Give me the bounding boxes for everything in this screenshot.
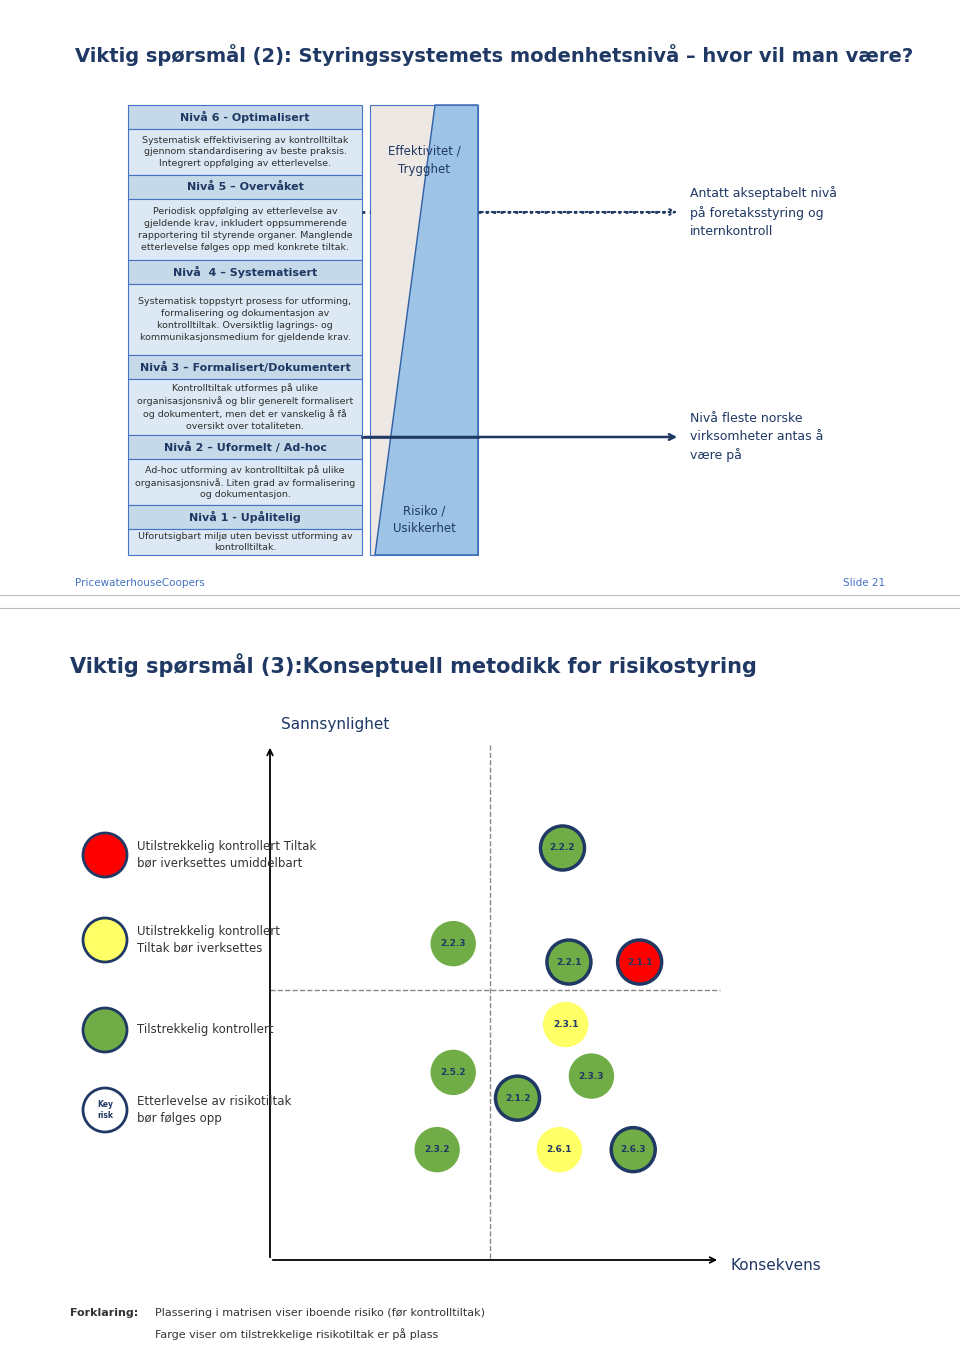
Circle shape — [540, 826, 585, 869]
Circle shape — [569, 1054, 613, 1098]
Text: Konsekvens: Konsekvens — [730, 1258, 821, 1273]
Bar — [128, 355, 362, 379]
Text: Uforutsigbart miljø uten bevisst utforming av
kontrolltiltak.: Uforutsigbart miljø uten bevisst utformi… — [137, 532, 352, 552]
Text: Tilstrekkelig kontrollert: Tilstrekkelig kontrollert — [137, 1024, 274, 1036]
Text: Nivå 1 - Upålitelig: Nivå 1 - Upålitelig — [189, 511, 300, 524]
Text: Farge viser om tilstrekkelige risikotiltak er på plass: Farge viser om tilstrekkelige risikotilt… — [155, 1327, 439, 1340]
Bar — [128, 284, 362, 355]
Circle shape — [538, 1128, 582, 1172]
Text: 2.3.3: 2.3.3 — [579, 1072, 604, 1080]
Circle shape — [612, 1128, 656, 1172]
Circle shape — [431, 921, 475, 965]
Circle shape — [415, 1128, 459, 1172]
Text: 2.2.3: 2.2.3 — [441, 939, 466, 949]
Text: 2.3.1: 2.3.1 — [553, 1020, 579, 1029]
Text: 2.1.2: 2.1.2 — [505, 1094, 530, 1103]
Text: Kontrolltiltak utformes på ulike
organisasjonsnivå og blir generelt formalisert
: Kontrolltiltak utformes på ulike organis… — [137, 383, 353, 431]
Text: 2.6.3: 2.6.3 — [620, 1146, 646, 1154]
Bar — [128, 504, 362, 529]
Text: Effektivitet /
Trygghet: Effektivitet / Trygghet — [388, 145, 461, 175]
Circle shape — [83, 1088, 127, 1132]
Text: PricewaterhouseCoopers: PricewaterhouseCoopers — [75, 578, 204, 588]
Text: Antatt akseptabelt nivå
på foretaksstyring og
internkontroll: Antatt akseptabelt nivå på foretaksstyri… — [690, 186, 837, 238]
Text: Utilstrekkelig kontrollert Tiltak
bør iverksettes umiddelbart: Utilstrekkelig kontrollert Tiltak bør iv… — [137, 839, 316, 869]
Text: Nivå 3 – Formalisert/Dokumentert: Nivå 3 – Formalisert/Dokumentert — [139, 361, 350, 373]
Circle shape — [617, 940, 661, 984]
Circle shape — [83, 1007, 127, 1053]
Text: Forklaring:: Forklaring: — [70, 1308, 138, 1318]
Bar — [128, 105, 362, 128]
Text: Ad-hoc utforming av kontrolltiltak på ulike
organisasjonsnivå. Liten grad av for: Ad-hoc utforming av kontrolltiltak på ul… — [134, 465, 355, 499]
Circle shape — [547, 940, 591, 984]
Text: Viktig spørsmål (3):Konseptuell metodikk for risikostyring: Viktig spørsmål (3):Konseptuell metodikk… — [70, 653, 756, 677]
Text: Systematisk toppstyrt prosess for utforming,
formalisering og dokumentasjon av
k: Systematisk toppstyrt prosess for utform… — [138, 297, 351, 342]
Text: Etterlevelse av risikotiltak
bør følges opp: Etterlevelse av risikotiltak bør følges … — [137, 1095, 292, 1125]
Text: Periodisk oppfølging av etterlevelse av
gjeldende krav, inkludert oppsummerende
: Periodisk oppfølging av etterlevelse av … — [137, 208, 352, 252]
Text: Nivå 2 – Uformelt / Ad-hoc: Nivå 2 – Uformelt / Ad-hoc — [163, 442, 326, 452]
Bar — [370, 105, 478, 555]
Bar — [128, 128, 362, 175]
Text: 2.3.2: 2.3.2 — [424, 1146, 450, 1154]
Bar — [370, 105, 478, 555]
Bar — [128, 435, 362, 459]
Bar — [128, 175, 362, 200]
Text: Nivå  4 – Systematisert: Nivå 4 – Systematisert — [173, 267, 317, 278]
Text: 2.2.2: 2.2.2 — [550, 843, 575, 853]
Text: 2.2.1: 2.2.1 — [556, 957, 582, 966]
Circle shape — [431, 1050, 475, 1095]
Bar — [128, 260, 362, 284]
Text: 2.5.2: 2.5.2 — [441, 1068, 466, 1077]
Text: Risiko /
Usikkerhet: Risiko / Usikkerhet — [393, 504, 455, 536]
Text: 2.6.1: 2.6.1 — [546, 1146, 572, 1154]
Text: Viktig spørsmål (2): Styringssystemets modenhetsnivå – hvor vil man være?: Viktig spørsmål (2): Styringssystemets m… — [75, 44, 913, 66]
Text: Key
risk: Key risk — [97, 1100, 113, 1120]
Bar — [128, 529, 362, 555]
Text: Plassering i matrisen viser iboende risiko (før kontrolltiltak): Plassering i matrisen viser iboende risi… — [155, 1308, 485, 1318]
Text: Sannsynlighet: Sannsynlighet — [281, 718, 389, 733]
Text: 2.1.1: 2.1.1 — [627, 957, 653, 966]
Circle shape — [83, 919, 127, 962]
Circle shape — [543, 1002, 588, 1047]
Text: Systematisk effektivisering av kontrolltiltak
gjennom standardisering av beste p: Systematisk effektivisering av kontrollt… — [142, 135, 348, 168]
Text: Nivå 6 - Optimalisert: Nivå 6 - Optimalisert — [180, 111, 310, 123]
Text: Utilstrekkelig kontrollert
Tiltak bør iverksettes: Utilstrekkelig kontrollert Tiltak bør iv… — [137, 925, 280, 956]
Polygon shape — [375, 105, 478, 555]
Circle shape — [495, 1076, 540, 1120]
Bar — [128, 459, 362, 504]
Bar — [128, 200, 362, 260]
Text: Nivå 5 – Overvåket: Nivå 5 – Overvåket — [186, 182, 303, 191]
Bar — [128, 379, 362, 435]
Text: Slide 21: Slide 21 — [843, 578, 885, 588]
Circle shape — [83, 833, 127, 878]
Text: Nivå fleste norske
virksomheter antas å
være på: Nivå fleste norske virksomheter antas å … — [690, 411, 824, 462]
